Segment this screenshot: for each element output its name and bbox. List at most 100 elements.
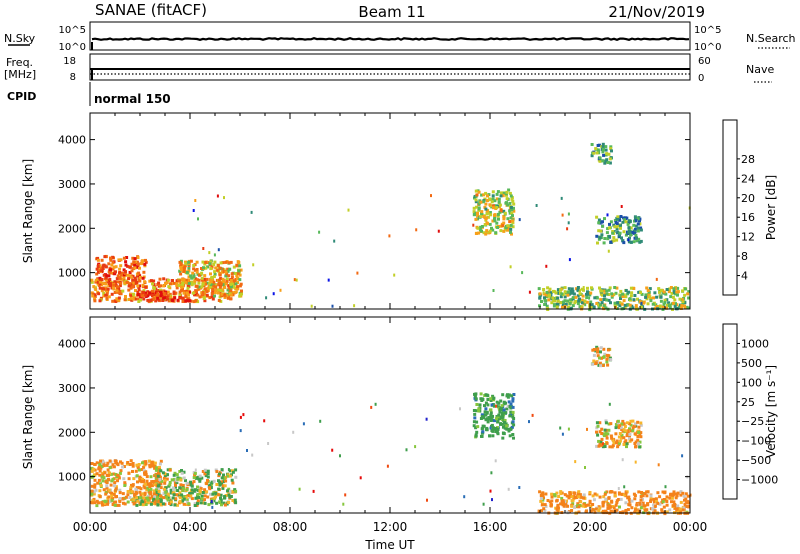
data-cell [216, 291, 220, 295]
data-cell [195, 268, 199, 271]
data-cell [111, 463, 115, 467]
data-cell [599, 350, 602, 354]
data-cell [659, 299, 663, 303]
data-cell [214, 288, 218, 292]
data-cell [632, 298, 636, 302]
data-cell [509, 265, 512, 269]
data-cell [602, 442, 604, 446]
data-cell [214, 468, 218, 472]
data-cell [669, 295, 673, 299]
data-cell [109, 256, 113, 260]
data-cell [190, 484, 194, 488]
data-cell [595, 421, 599, 425]
data-cell [225, 272, 229, 276]
data-cell [679, 493, 683, 497]
data-cell [602, 434, 606, 438]
data-cell [136, 274, 139, 278]
data-cell [98, 473, 102, 477]
data-cell [561, 213, 564, 217]
data-cell [482, 502, 485, 506]
data-cell [104, 276, 108, 280]
data-cell [500, 404, 504, 408]
data-cell [137, 486, 141, 490]
data-cell [626, 222, 630, 226]
data-cell [605, 441, 609, 445]
data-cell [511, 219, 515, 223]
freq-tick-top: 18 [63, 56, 76, 67]
data-cell [113, 299, 117, 303]
data-cell [604, 148, 608, 152]
data-cell [542, 288, 546, 291]
data-cell [182, 278, 186, 282]
data-cell [595, 215, 599, 219]
data-cell [148, 279, 152, 283]
data-cell [619, 297, 622, 300]
data-cell [485, 209, 489, 213]
data-cell [481, 200, 485, 204]
data-cell [649, 299, 653, 303]
data-cell [644, 295, 648, 299]
data-cell [166, 297, 170, 301]
data-cell [610, 436, 614, 440]
data-cell [508, 201, 512, 205]
data-cell [229, 279, 233, 282]
data-cell [629, 233, 633, 237]
data-cell [179, 264, 183, 268]
data-cell [134, 281, 138, 285]
data-cell [200, 497, 204, 501]
data-cell [601, 224, 604, 228]
data-cell [554, 291, 558, 295]
data-cell [123, 281, 127, 285]
data-cell [124, 295, 127, 298]
data-cell [98, 463, 102, 467]
data-cell [509, 410, 513, 414]
data-cell [630, 499, 634, 503]
data-cell [498, 210, 502, 214]
data-cell [195, 503, 199, 507]
data-cell [141, 503, 145, 507]
data-cell [634, 233, 638, 237]
data-cell [625, 434, 629, 438]
data-cell [156, 484, 160, 488]
data-cell [603, 443, 607, 446]
data-cell [567, 495, 571, 498]
data-cell [597, 229, 601, 233]
data-cell [589, 504, 593, 508]
data-cell [154, 479, 158, 483]
freq-label: Freq. [6, 56, 33, 69]
data-cell [595, 302, 599, 305]
data-cell [618, 304, 622, 308]
data-cell [673, 298, 677, 302]
data-cell [97, 262, 101, 266]
data-cell [486, 215, 490, 219]
data-cell [200, 285, 204, 289]
data-cell [113, 281, 117, 285]
y-tick-label: 2000 [58, 426, 86, 439]
data-cell [675, 509, 679, 513]
data-cell [488, 203, 492, 207]
data-cell [628, 439, 632, 443]
data-cell [212, 263, 216, 266]
data-cell [121, 497, 125, 501]
data-cell [231, 293, 235, 297]
data-cell [129, 488, 133, 492]
data-cell [93, 501, 97, 505]
data-cell [614, 432, 618, 436]
nsky-tick-bottom: 10^0 [59, 42, 86, 53]
data-cell [559, 502, 563, 506]
data-cell [590, 143, 594, 146]
data-cell [622, 241, 626, 245]
data-cell [639, 431, 643, 435]
data-cell [142, 297, 146, 301]
data-cell [196, 499, 200, 503]
data-cell [505, 193, 508, 197]
data-cell [510, 196, 514, 200]
data-cell [603, 161, 607, 165]
data-cell [295, 278, 298, 282]
data-cell [567, 212, 570, 216]
data-cell [105, 463, 109, 467]
data-cell [110, 494, 114, 498]
data-cell [136, 265, 140, 269]
data-cell [162, 277, 166, 281]
data-cell [507, 393, 511, 397]
